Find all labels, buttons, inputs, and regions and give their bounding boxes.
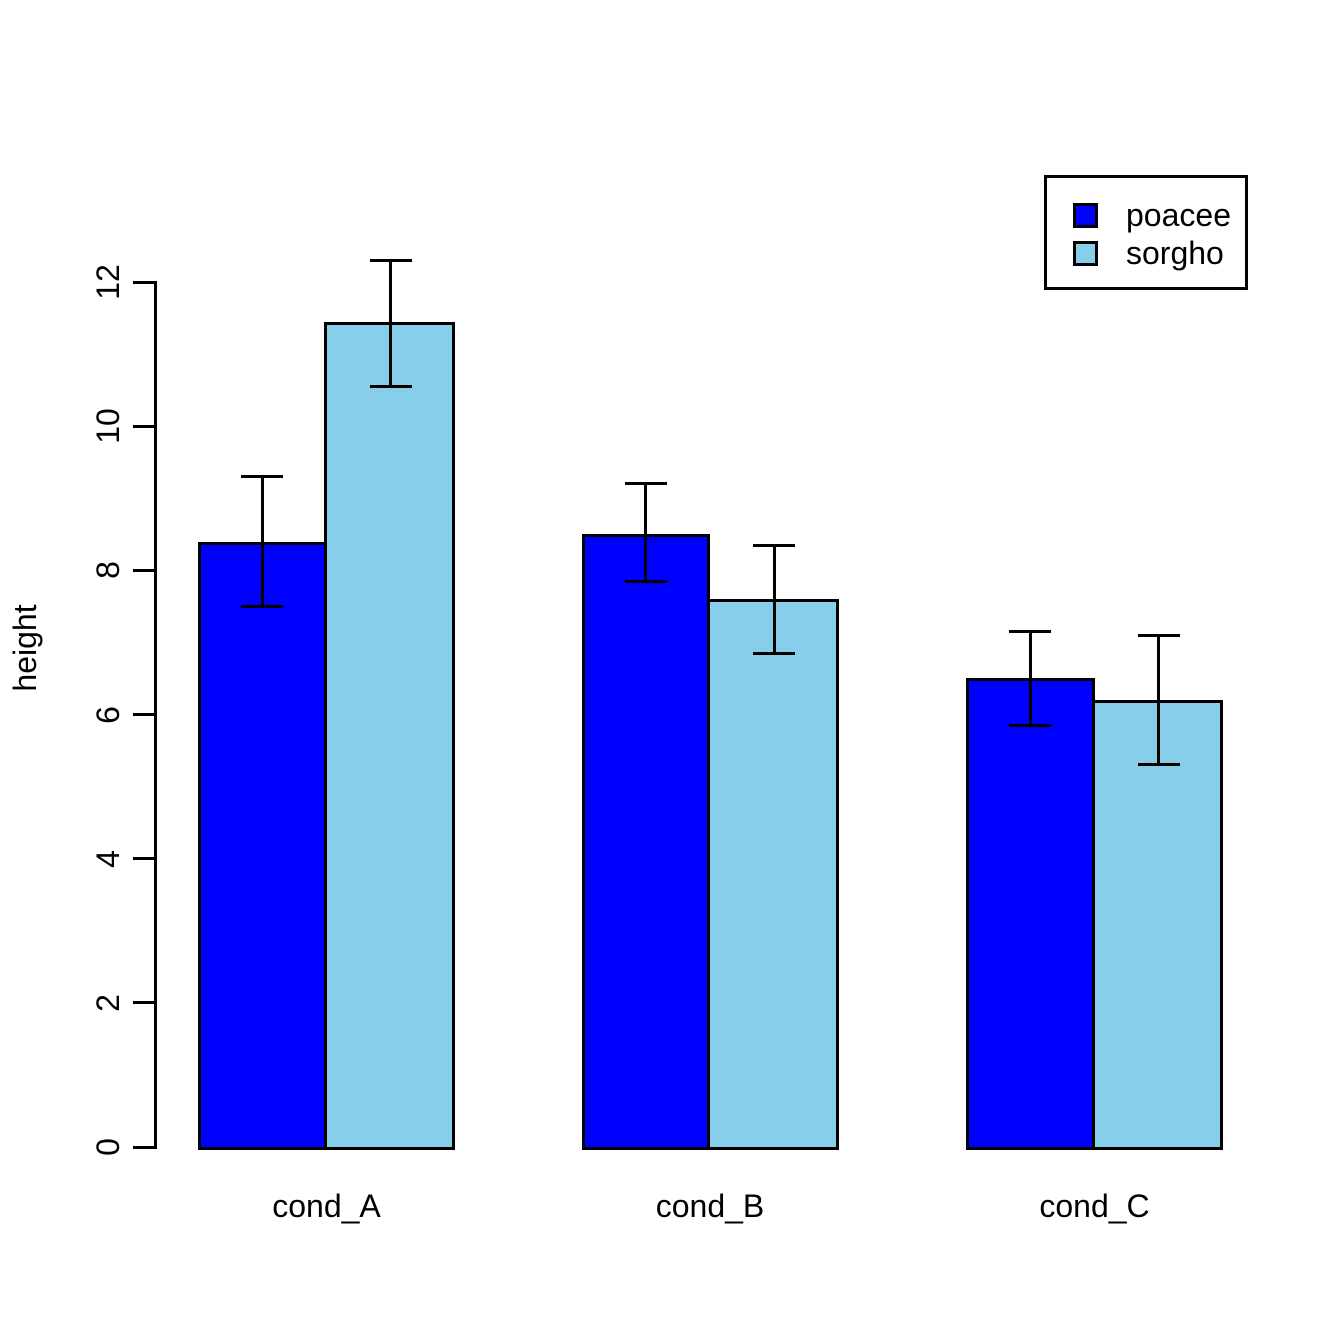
- y-tick-label: 0: [89, 1138, 126, 1156]
- x-axis-label-cond_B: cond_B: [655, 1188, 765, 1224]
- error-bar-cap-bottom: [753, 651, 796, 655]
- bar-sorgho-cond_B: [707, 599, 839, 1150]
- y-tick-label: 12: [89, 264, 126, 300]
- legend-label: sorgho: [1126, 235, 1224, 271]
- error-bar-cap-top: [753, 543, 796, 547]
- y-tick: [133, 568, 157, 572]
- y-tick: [133, 280, 157, 284]
- legend: poacee sorgho: [1044, 175, 1248, 290]
- error-bar-cap-bottom: [1137, 763, 1180, 767]
- error-bar-line: [1157, 635, 1161, 765]
- y-tick-label: 8: [89, 561, 126, 580]
- legend-label: poacee: [1126, 197, 1231, 233]
- y-tick: [133, 424, 157, 428]
- legend-swatch-poacee: [1073, 202, 1098, 228]
- legend-swatch-sorgho: [1073, 240, 1098, 266]
- error-bar-cap-top: [369, 258, 412, 262]
- bar-poacee-cond_C: [966, 678, 1095, 1150]
- x-axis-label-cond_A: cond_A: [272, 1188, 381, 1224]
- error-bar-line: [260, 476, 264, 607]
- y-tick: [133, 857, 157, 861]
- y-tick-label: 6: [89, 705, 126, 724]
- error-bar-cap-top: [241, 475, 284, 479]
- error-bar-cap-bottom: [1009, 723, 1052, 727]
- bar-sorgho-cond_A: [323, 321, 455, 1150]
- legend-item-poacee: poacee: [1047, 196, 1245, 234]
- error-bar-line: [644, 483, 648, 582]
- error-bar-cap-top: [1009, 630, 1052, 634]
- y-tick: [133, 1001, 157, 1005]
- y-tick-label: 2: [89, 993, 126, 1012]
- bar-poacee-cond_B: [581, 534, 710, 1150]
- legend-item-sorgho: sorgho: [1047, 234, 1245, 272]
- x-axis-label-cond_C: cond_C: [1039, 1188, 1150, 1224]
- error-bar-line: [1028, 631, 1032, 726]
- error-bar-cap-bottom: [624, 579, 667, 583]
- error-bar-line: [389, 260, 393, 387]
- error-bar-cap-bottom: [241, 604, 284, 608]
- y-tick: [133, 1145, 157, 1149]
- error-bar-cap-top: [1137, 633, 1180, 637]
- y-tick: [133, 713, 157, 717]
- error-bar-cap-bottom: [369, 385, 412, 389]
- y-tick-label: 4: [89, 849, 126, 868]
- y-tick-label: 10: [89, 408, 126, 444]
- error-bar-cap-top: [624, 482, 667, 486]
- bar-sorgho-cond_C: [1091, 700, 1223, 1150]
- error-bar-line: [772, 545, 776, 654]
- bar-poacee-cond_A: [198, 541, 327, 1150]
